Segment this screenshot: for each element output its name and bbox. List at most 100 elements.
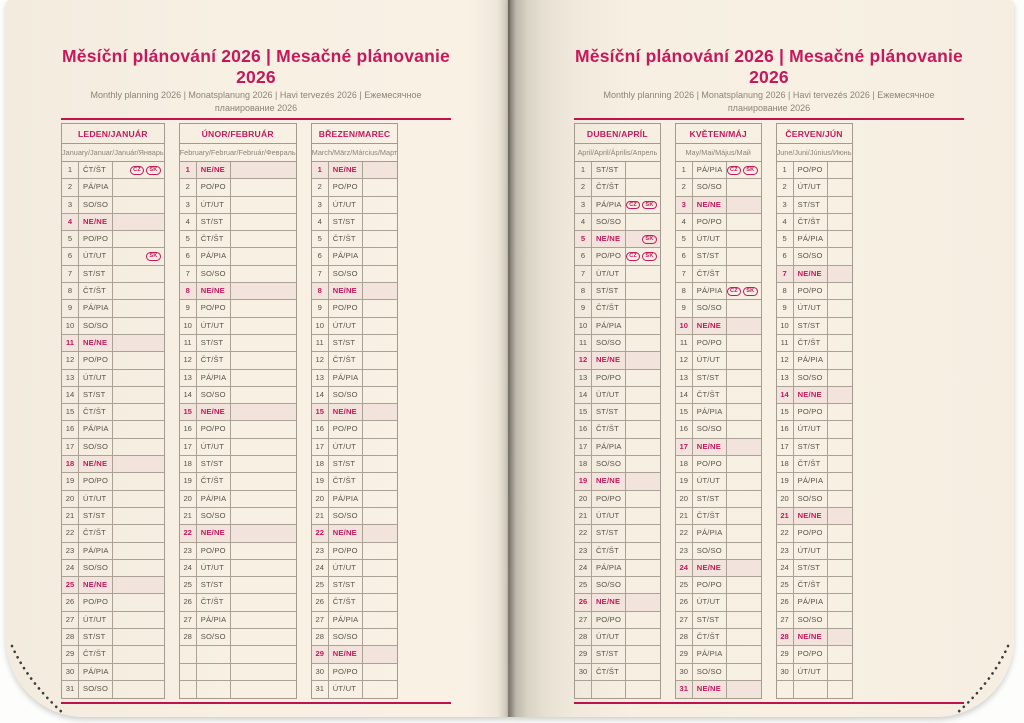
- day-row: 15 PO/PO: [776, 404, 852, 422]
- day-row: 13 SO/SO: [776, 369, 852, 387]
- month-table-unor-februar: ÚNOR/FEBRUÁR February/Februar/Február/Фев…: [178, 123, 297, 700]
- day-name-cell: NE/NE: [197, 283, 231, 300]
- day-row: 14 ÚT/UT: [575, 386, 660, 405]
- day-name-cell: PO/PO: [794, 646, 828, 663]
- day-number-cell: 7: [312, 265, 329, 283]
- day-row: 18 SO/SO: [575, 456, 660, 474]
- day-row: 1 PO/PO: [776, 162, 852, 180]
- day-row: 8 NE/NE: [311, 283, 398, 301]
- notes-cell: [113, 214, 164, 231]
- day-name-cell: PO/PO: [592, 611, 626, 629]
- day-name-cell: SO/SO: [79, 680, 113, 699]
- page-left-content: Měsíční plánování 2026 | Mesačné plánova…: [61, 0, 451, 705]
- notes-cell: [828, 370, 852, 387]
- page-subtitle: Monthly planning 2026 | Monatsplanung 20…: [603, 90, 935, 113]
- day-row: 12 PO/PO: [62, 352, 164, 370]
- day-row: 16 PÁ/PIA: [62, 421, 164, 439]
- notes-cell: [231, 664, 296, 680]
- day-name-cell: ÚT/UT: [794, 179, 828, 196]
- day-number-cell: 19: [180, 473, 197, 490]
- day-name-cell: SO/SO: [794, 611, 828, 629]
- day-number-cell: 1: [180, 162, 197, 179]
- day-row: 17 PÁ/PIA: [575, 438, 660, 457]
- day-name-cell: ST/ST: [197, 456, 231, 473]
- day-number-cell: 4: [62, 213, 79, 231]
- day-row: 17 ÚT/UT: [179, 438, 296, 457]
- day-name-cell: PÁ/PIA: [79, 179, 113, 196]
- day-name-cell: SO/SO: [794, 490, 828, 508]
- day-name-cell: ČT/ŠT: [794, 456, 828, 473]
- day-row: 19 PÁ/PIA: [776, 473, 852, 491]
- notes-cell: [231, 560, 296, 577]
- day-row: 28 ST/ST: [62, 629, 164, 647]
- day-row: 10 ÚT/UT: [179, 317, 296, 335]
- day-number-cell: 17: [676, 438, 693, 456]
- notes-cell: [828, 629, 852, 646]
- notes-cell: [626, 439, 660, 456]
- day-number-cell: 9: [575, 300, 592, 317]
- day-row: 31 SO/SO: [62, 680, 164, 699]
- day-number-cell: 10: [62, 317, 79, 335]
- notes-cell: [727, 197, 761, 214]
- day-row: [180, 680, 296, 699]
- notes-cell: [727, 577, 761, 594]
- day-number-cell: 28: [180, 629, 197, 646]
- holiday-badge-cz-icon: CZ: [626, 252, 641, 261]
- month-header: DUBEN/APRÍL: [575, 124, 660, 144]
- day-name-cell: ST/ST: [197, 334, 231, 352]
- day-row: 13 PÁ/PIA: [179, 369, 296, 387]
- day-name-cell: ST/ST: [693, 248, 727, 265]
- day-number-cell: 25: [777, 577, 794, 594]
- day-row: 29 NE/NE: [311, 646, 398, 664]
- notes-cell: [113, 560, 164, 577]
- day-number-cell: 5: [62, 231, 79, 248]
- day-name-cell: NE/NE: [592, 352, 626, 369]
- notes-cell: [363, 664, 398, 681]
- day-name-cell: NE/NE: [592, 594, 626, 611]
- day-name-cell: ÚT/UT: [79, 369, 113, 387]
- day-name-cell: ÚT/UT: [329, 196, 363, 214]
- day-name-cell: ČT/ŠT: [197, 352, 231, 369]
- day-row: 29 PO/PO: [776, 646, 852, 664]
- day-name-cell: ST/ST: [592, 162, 626, 179]
- day-row: 4 PO/PO: [675, 213, 761, 232]
- day-number-cell: 8: [62, 283, 79, 300]
- day-name-cell: [197, 646, 231, 663]
- day-row: 20 ÚT/UT: [62, 490, 164, 508]
- day-row: 28 SO/SO: [179, 629, 296, 647]
- notes-cell: [626, 214, 660, 231]
- notes-cell: [231, 231, 296, 248]
- notes-cell: [626, 646, 660, 663]
- day-row: 30 ČT/ŠT: [575, 663, 660, 681]
- day-number-cell: 5: [575, 231, 592, 248]
- notes-cell: [231, 629, 296, 646]
- day-number-cell: 13: [180, 369, 197, 387]
- notes-cell: [727, 214, 761, 231]
- notes-cell: [113, 335, 164, 352]
- day-number-cell: 6: [180, 248, 197, 265]
- day-number-cell: 20: [575, 490, 592, 508]
- day-row: 9 PO/PO: [179, 300, 296, 318]
- notes-cell: [113, 491, 164, 508]
- month-subheader: January/Januar/Január/Январь: [62, 144, 164, 162]
- day-name-cell: PÁ/PIA: [197, 248, 231, 265]
- day-row: 14 ČT/ŠT: [675, 386, 761, 405]
- day-number-cell: 17: [575, 438, 592, 456]
- day-number-cell: 23: [575, 542, 592, 560]
- notes-cell: [363, 352, 398, 369]
- day-row: 17 SO/SO: [62, 438, 164, 457]
- day-row: 11 ČT/ŠT: [776, 334, 852, 353]
- notes-cell: [828, 214, 852, 231]
- day-number-cell: 7: [180, 265, 197, 283]
- day-name-cell: NE/NE: [79, 456, 113, 473]
- day-name-cell: ČT/ŠT: [329, 594, 363, 611]
- day-name-cell: PO/PO: [794, 525, 828, 542]
- day-number-cell: 13: [676, 369, 693, 387]
- day-name-cell: NE/NE: [329, 162, 363, 179]
- notes-cell: [828, 231, 852, 248]
- day-number-cell: 24: [62, 559, 79, 577]
- notes-cell: [231, 439, 296, 456]
- day-row: 10 SO/SO: [62, 317, 164, 335]
- notes-cell: [727, 370, 761, 387]
- day-number-cell: 16: [575, 421, 592, 438]
